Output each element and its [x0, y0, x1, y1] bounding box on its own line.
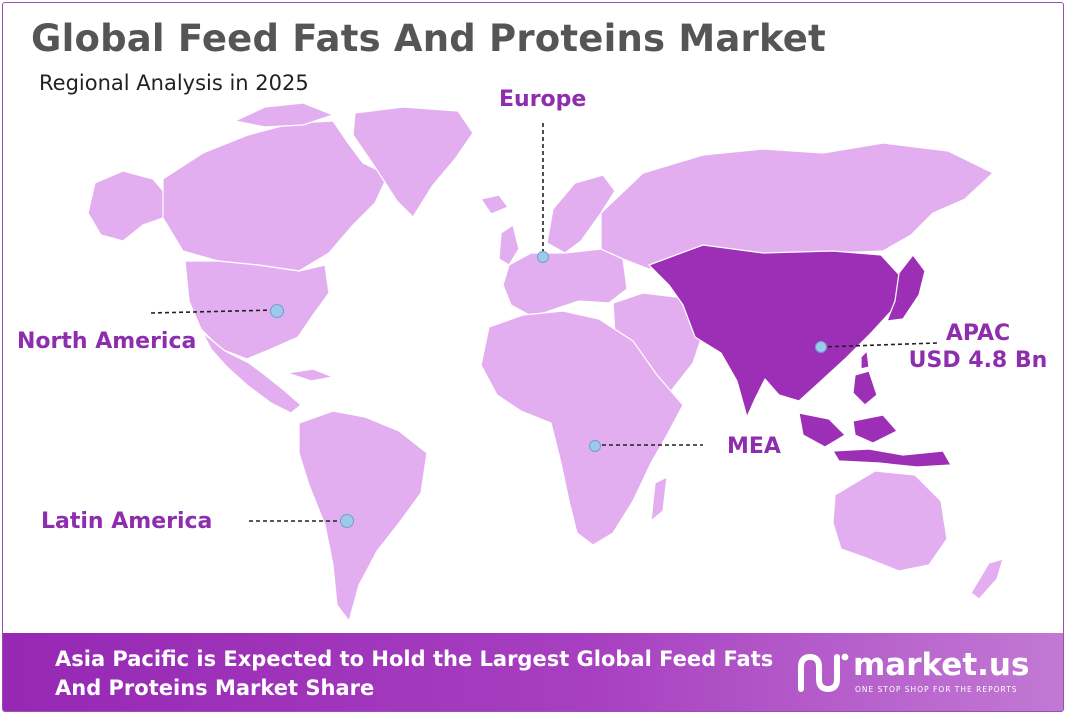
- brand-tagline: ONE STOP SHOP FOR THE REPORTS: [855, 685, 1018, 694]
- region-label-north-america: North America: [17, 329, 197, 354]
- region-shape-arctic-islands: [234, 102, 334, 128]
- marker-apac[interactable]: [815, 341, 827, 353]
- region-shape-japan: [886, 254, 926, 322]
- region-value-apac: USD 4.8 Bn: [908, 348, 1048, 373]
- marker-latin-america[interactable]: [340, 514, 354, 528]
- region-shape-apac-mainland: [648, 244, 904, 418]
- region-label-latin-america: Latin America: [41, 509, 213, 534]
- region-shape-central-america: [202, 332, 302, 414]
- market-us-logo-icon: [798, 653, 849, 693]
- world-map: [87, 102, 1004, 622]
- region-shape-canada: [162, 120, 389, 272]
- footer-text: Asia Pacific is Expected to Hold the Lar…: [55, 647, 774, 700]
- region-shape-madagascar: [650, 476, 668, 522]
- brand-name: market.us: [853, 647, 1030, 683]
- region-shape-africa: [480, 310, 684, 546]
- footer-banner: Asia Pacific is Expected to Hold the Lar…: [3, 633, 1063, 711]
- region-shape-iceland: [480, 194, 509, 215]
- page-subtitle: Regional Analysis in 2025: [39, 71, 309, 95]
- region-label-mea: MEA: [727, 434, 781, 459]
- region-label-apac: APAC USD 4.8 Bn: [903, 320, 1053, 374]
- brand-logo[interactable]: market.us ONE STOP SHOP FOR THE REPORTS: [795, 647, 1045, 697]
- region-shape-taiwan: [860, 350, 870, 370]
- marker-mea[interactable]: [589, 440, 601, 452]
- region-shape-greenland: [352, 106, 474, 218]
- region-shape-australia: [832, 470, 948, 572]
- region-shape-scandinavia: [546, 174, 616, 254]
- region-shape-alaska: [87, 170, 166, 242]
- region-shape-indonesia: [798, 412, 952, 468]
- region-shape-europe: [502, 248, 628, 318]
- region-shape-new-zealand: [970, 558, 1004, 600]
- region-shape-caribbean: [286, 368, 334, 382]
- marker-europe[interactable]: [537, 251, 549, 263]
- region-label-europe: Europe: [499, 87, 587, 112]
- region-shape-philippines: [852, 370, 878, 406]
- region-shape-uk: [498, 224, 520, 266]
- region-name-apac: APAC: [945, 321, 1011, 346]
- region-shape-russia: [600, 142, 994, 270]
- page-title: Global Feed Fats And Proteins Market: [31, 17, 826, 60]
- region-shape-south-america: [298, 410, 428, 622]
- leader-line-apac: [820, 342, 938, 348]
- marker-north-america[interactable]: [270, 304, 284, 318]
